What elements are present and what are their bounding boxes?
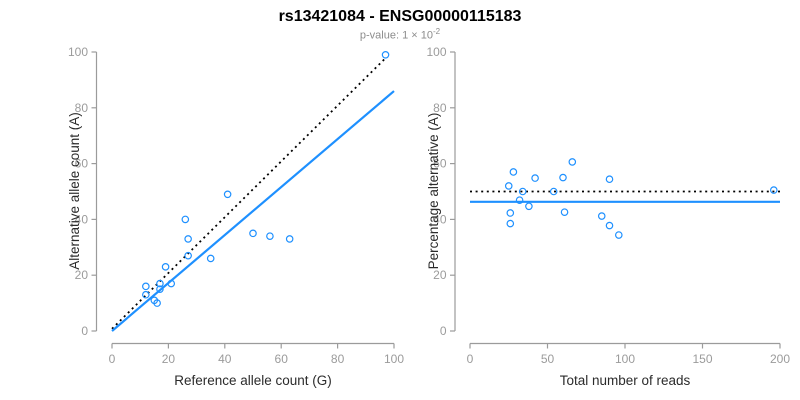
data-point [142,282,150,291]
x-tick-label: 40 [218,352,232,366]
data-point [184,251,192,260]
data-point [568,158,577,166]
data-point [559,173,567,182]
y-tick-label: 0 [440,324,447,338]
y-tick-label: 60 [75,157,89,171]
x-tick-label: 150 [692,352,712,366]
data-point [223,190,232,199]
data-point [597,212,606,220]
pvalue-prefix: p-value: [359,29,403,42]
data-point [153,299,161,307]
y-tick-label: 20 [433,268,447,282]
data-point [560,208,569,216]
data-point [504,182,513,190]
y-tick-label: 100 [426,45,446,59]
data-point [506,219,515,228]
data-point [285,235,294,243]
x-tick-label: 60 [275,352,289,366]
left-y-axis-title: Alternative allele count (A) [67,112,82,270]
y-tick-label: 0 [81,324,88,338]
data-point [531,174,539,182]
data-point [605,221,614,230]
y-tick-label: 80 [75,101,89,115]
data-point [509,168,518,176]
data-point [167,279,176,288]
data-point [142,290,150,299]
data-point [525,202,533,211]
data-point [181,215,190,224]
data-point [266,232,274,240]
data-point [549,187,558,196]
y-tick-label: 100 [68,45,88,59]
data-point [515,196,524,204]
right-x-axis-title: Total number of reads [560,373,691,388]
y-tick-label: 40 [433,212,447,226]
data-point [769,186,778,194]
data-point [605,175,614,184]
data-point [506,209,515,217]
x-tick-label: 0 [467,352,474,366]
y-tick-label: 20 [75,268,89,282]
left-x-axis-title: Reference allele count (G) [174,373,332,388]
x-tick-label: 20 [162,352,176,366]
pvalue-exponent: -2 [432,27,441,36]
x-tick-label: 0 [109,352,116,366]
data-point [156,285,164,293]
data-point [161,263,170,271]
data-point [518,187,527,196]
x-tick-label: 50 [541,352,555,366]
x-tick-label: 200 [770,352,790,366]
left-scatter-panel: 0 20 40 60 80 100 0 20 40 60 80 100 [68,45,404,366]
data-point [249,229,257,238]
data-point [206,254,215,263]
pvalue-base: 1 × 10 [402,29,433,42]
data-point [184,235,192,243]
data-point [614,231,623,239]
y-tick-label: 40 [75,212,89,226]
x-tick-label: 100 [384,352,404,366]
right-y-axis-title: Percentage alternative (A) [426,113,441,270]
plot-subtitle: p-value: 1 × 10-2 [0,27,800,42]
regression-line [111,90,395,332]
x-tick-label: 80 [331,352,345,366]
x-tick-label: 100 [615,352,635,366]
y-tick-label: 60 [433,157,447,171]
plot-title: rs13421084 - ENSG00000115183 [278,8,522,25]
data-point [381,50,390,59]
y-tick-label: 80 [433,101,447,115]
right-scatter-panel: 0 20 40 60 80 100 0 50 100 150 200 [426,45,790,366]
data-point [156,279,164,288]
identity-line [111,57,387,330]
